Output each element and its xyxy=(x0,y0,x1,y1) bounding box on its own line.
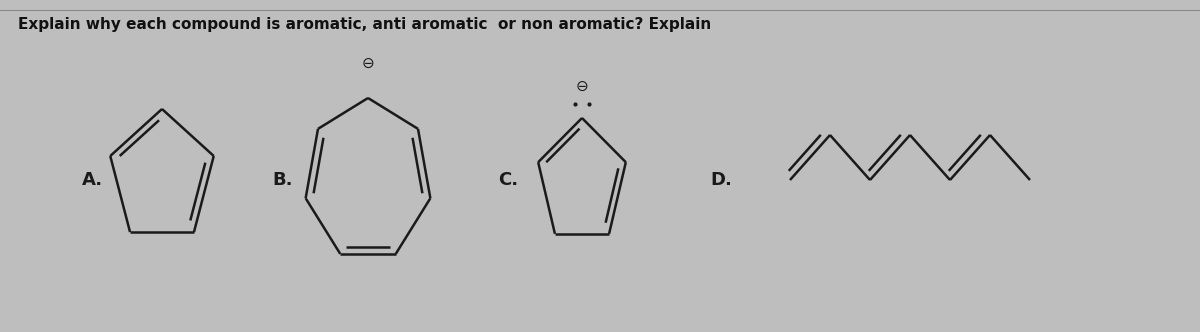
Text: D.: D. xyxy=(710,171,732,189)
Text: B.: B. xyxy=(272,171,293,189)
Text: ⊖: ⊖ xyxy=(576,78,588,94)
Text: C.: C. xyxy=(498,171,518,189)
Text: A.: A. xyxy=(82,171,103,189)
Text: Explain why each compound is aromatic, anti aromatic  or non aromatic? Explain: Explain why each compound is aromatic, a… xyxy=(18,17,712,32)
Text: ⊖: ⊖ xyxy=(361,55,374,70)
